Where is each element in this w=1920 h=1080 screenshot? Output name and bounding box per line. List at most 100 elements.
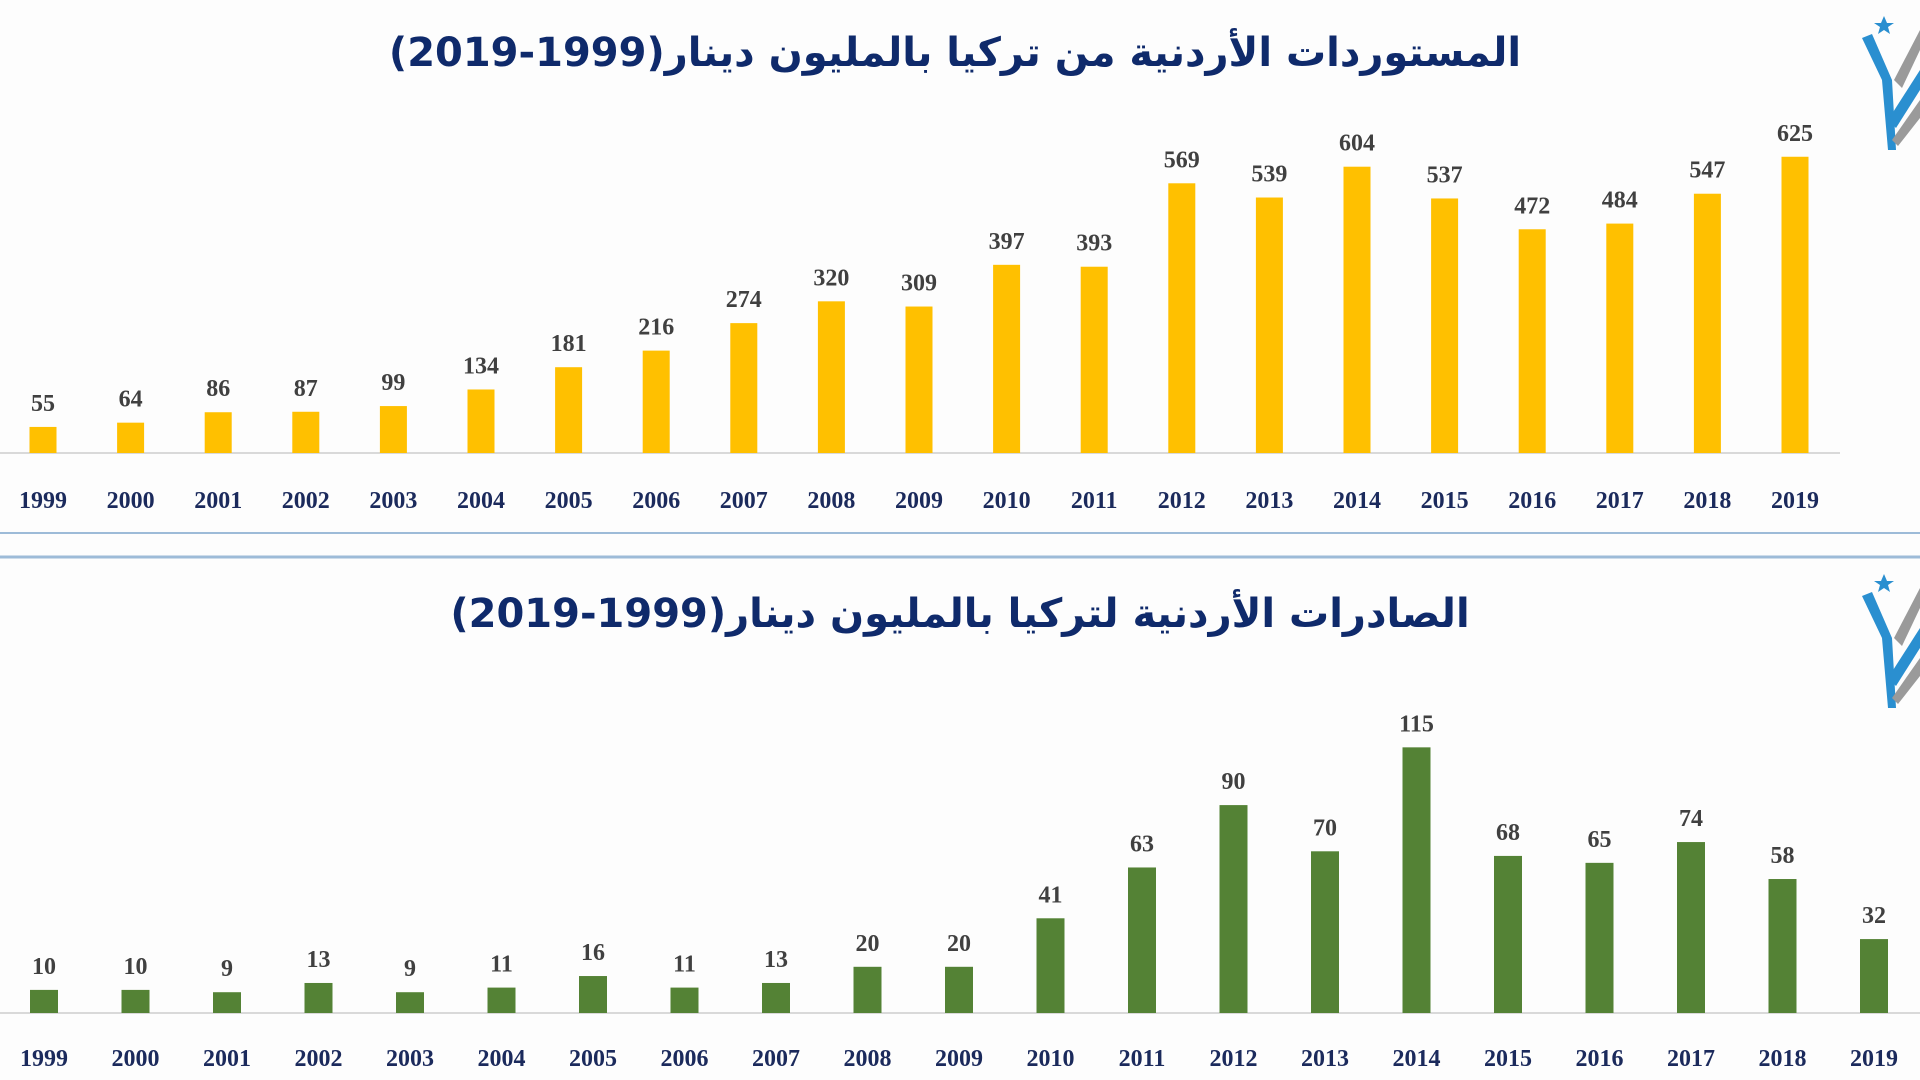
x-tick-label: 2001: [203, 1046, 251, 1072]
x-tick-label: 2009: [935, 1046, 983, 1072]
data-label-1999: 10: [32, 954, 56, 980]
data-label-1999: 55: [31, 391, 55, 417]
data-label-2019: 32: [1862, 903, 1886, 929]
bar-2013: [1255, 197, 1283, 453]
bar-2014: [1402, 747, 1431, 1013]
data-label-2009: 309: [901, 271, 937, 297]
bar-2009: [905, 306, 933, 453]
data-label-2016: 472: [1514, 193, 1550, 219]
bar-2006: [670, 987, 699, 1013]
x-tick-label: 2015: [1484, 1046, 1532, 1072]
x-tick-label: 2016: [1576, 1046, 1624, 1072]
bar-2018: [1768, 879, 1797, 1013]
bar-1999: [30, 989, 58, 1013]
x-tick-label: 2011: [1071, 488, 1118, 514]
data-label-2017: 74: [1679, 806, 1703, 832]
data-label-2004: 11: [490, 952, 513, 978]
bar-2003: [379, 406, 407, 453]
x-tick-label: 2000: [112, 1046, 160, 1072]
x-tick-label: 2010: [1027, 1046, 1075, 1072]
x-tick-label: 2002: [295, 1046, 343, 1072]
data-label-2007: 274: [726, 287, 762, 313]
data-label-2008: 20: [856, 931, 880, 957]
bar-2015: [1494, 855, 1522, 1013]
x-tick-label: 2012: [1158, 488, 1206, 514]
bar-2008: [817, 301, 845, 453]
bar-2006: [642, 350, 670, 453]
bar-2007: [730, 323, 758, 453]
data-label-2011: 393: [1076, 231, 1112, 257]
bar-2016: [1585, 862, 1614, 1013]
data-label-2001: 9: [221, 956, 233, 982]
data-label-2012: 569: [1164, 147, 1200, 173]
bar-2004: [467, 389, 495, 453]
x-tick-label: 2014: [1333, 488, 1381, 514]
x-tick-label: 2003: [386, 1046, 434, 1072]
x-tick-label: 2001: [194, 488, 242, 514]
bar-2010: [1036, 918, 1065, 1013]
bar-2008: [853, 966, 882, 1013]
bar-2015: [1431, 198, 1459, 453]
data-label-2006: 11: [673, 952, 696, 978]
data-label-2018: 58: [1771, 843, 1795, 869]
x-tick-label: 2007: [720, 488, 768, 514]
x-tick-label: 2019: [1771, 488, 1819, 514]
x-tick-label: 2000: [107, 488, 155, 514]
x-tick-label: 2013: [1245, 488, 1293, 514]
data-label-2010: 397: [989, 229, 1025, 255]
imports-chart-title: المستوردات الأردنية من تركيا بالمليون دي…: [389, 27, 1521, 76]
data-label-2012: 90: [1222, 769, 1246, 795]
data-label-2004: 134: [463, 353, 499, 379]
x-tick-label: 2006: [632, 488, 680, 514]
data-label-2003: 9: [404, 956, 416, 982]
data-label-2015: 537: [1427, 162, 1463, 188]
bar-2011: [1080, 266, 1108, 453]
data-label-2002: 13: [307, 947, 331, 973]
data-label-2013: 70: [1313, 815, 1337, 841]
bar-2002: [304, 982, 333, 1013]
x-tick-label: 2011: [1119, 1046, 1166, 1072]
x-tick-label: 2014: [1393, 1046, 1441, 1072]
x-tick-label: 2007: [752, 1046, 800, 1072]
x-tick-label: 2003: [369, 488, 417, 514]
x-tick-label: 2004: [457, 488, 505, 514]
x-tick-label: 1999: [20, 1046, 68, 1072]
data-label-2009: 20: [947, 931, 971, 957]
data-label-2005: 16: [581, 940, 605, 966]
bar-2017: [1677, 842, 1705, 1013]
x-tick-label: 2019: [1850, 1046, 1898, 1072]
x-tick-label: 2015: [1421, 488, 1469, 514]
bar-2000: [121, 989, 150, 1013]
x-tick-label: 2009: [895, 488, 943, 514]
data-label-2010: 41: [1039, 882, 1063, 908]
x-tick-label: 2005: [545, 488, 593, 514]
x-tick-label: 2018: [1759, 1046, 1807, 1072]
bar-2009: [945, 966, 973, 1013]
data-label-2011: 63: [1130, 831, 1154, 857]
x-tick-label: 2017: [1596, 488, 1644, 514]
x-tick-label: 2008: [844, 1046, 892, 1072]
x-tick-label: 2005: [569, 1046, 617, 1072]
logo-emblem-bottom: [1862, 574, 1920, 708]
bar-2011: [1128, 867, 1156, 1013]
bar-2018: [1693, 193, 1721, 454]
bar-2014: [1343, 166, 1371, 454]
exports-chart: 10 1999 10 2000 9 2001 13 2002 9 2003 11 2004 16 2005…: [0, 711, 1920, 1072]
bar-2001: [204, 412, 232, 453]
data-label-2016: 65: [1588, 827, 1612, 853]
x-tick-label: 2016: [1508, 488, 1556, 514]
data-label-2018: 547: [1689, 158, 1725, 184]
data-label-2014: 115: [1399, 711, 1434, 737]
x-tick-label: 2013: [1301, 1046, 1349, 1072]
exports-chart-title: الصادرات الأردنية لتركيا بالمليون دينار(…: [450, 588, 1469, 637]
bar-2019: [1860, 939, 1888, 1013]
data-label-2005: 181: [551, 331, 587, 357]
data-label-2013: 539: [1251, 162, 1287, 188]
data-label-2000: 64: [119, 387, 143, 413]
bar-2012: [1168, 183, 1196, 453]
data-label-2019: 625: [1777, 121, 1813, 147]
x-tick-label: 2006: [661, 1046, 709, 1072]
data-label-2014: 604: [1339, 131, 1375, 157]
bar-1999: [29, 426, 57, 453]
